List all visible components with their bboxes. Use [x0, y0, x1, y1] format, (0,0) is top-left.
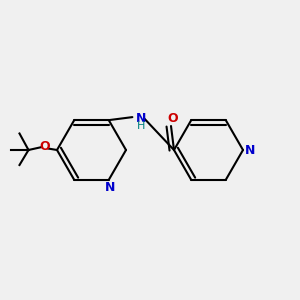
Text: N: N	[136, 112, 147, 125]
Text: O: O	[167, 112, 178, 125]
Text: N: N	[105, 181, 116, 194]
Text: N: N	[244, 143, 255, 157]
Text: H: H	[137, 121, 146, 131]
Text: O: O	[40, 140, 50, 154]
